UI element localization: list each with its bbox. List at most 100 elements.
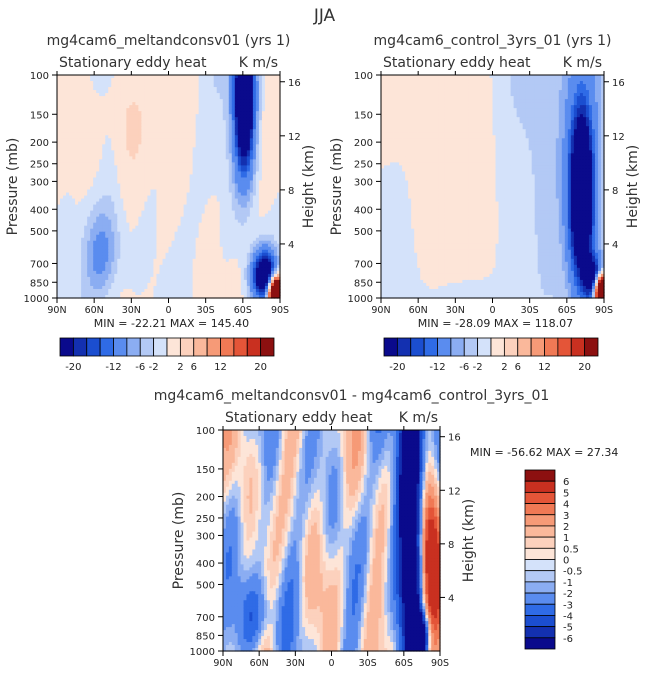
contour-cell bbox=[138, 99, 142, 103]
contour-cell bbox=[189, 87, 194, 91]
contour-cell bbox=[147, 87, 152, 91]
contour-cell bbox=[78, 99, 82, 103]
contour-cell bbox=[72, 90, 76, 94]
contour-cell bbox=[72, 75, 76, 79]
contour-cell bbox=[207, 81, 212, 85]
contour-cell bbox=[273, 78, 278, 82]
contour-cell bbox=[72, 96, 76, 100]
contour-cell bbox=[192, 75, 197, 79]
contour-cell bbox=[60, 81, 64, 85]
contour-cell bbox=[159, 93, 164, 97]
contour-cell bbox=[162, 84, 167, 88]
contour-cell bbox=[180, 90, 185, 94]
contour-cell bbox=[261, 90, 266, 94]
contour-cell bbox=[225, 102, 230, 106]
contour-cell bbox=[129, 81, 133, 85]
contour-cell bbox=[213, 84, 218, 88]
contour-cell bbox=[108, 81, 112, 85]
contour-cell bbox=[168, 96, 173, 100]
contour-cell bbox=[252, 75, 257, 79]
contour-cell bbox=[225, 81, 230, 85]
contour-cell bbox=[81, 75, 85, 79]
contour-cell bbox=[144, 108, 148, 112]
contour-cell bbox=[75, 75, 79, 79]
contour-cell bbox=[135, 93, 139, 97]
contour-cell bbox=[189, 96, 194, 100]
contour-cell bbox=[174, 96, 179, 100]
contour-cell bbox=[108, 90, 112, 94]
contour-cell bbox=[216, 96, 221, 100]
contour-cell bbox=[156, 81, 161, 85]
contour-cell bbox=[99, 108, 103, 112]
contour-cell bbox=[168, 81, 173, 85]
contour-cell bbox=[213, 87, 218, 91]
contour-cell bbox=[231, 75, 236, 79]
contour-cell bbox=[243, 93, 248, 97]
contour-cell bbox=[84, 108, 88, 112]
contour-cell bbox=[246, 96, 251, 100]
contour-cell bbox=[174, 81, 179, 85]
contour-cell bbox=[123, 75, 127, 79]
contour-cell bbox=[171, 99, 176, 103]
contour-cell bbox=[180, 99, 185, 103]
contour-cell bbox=[189, 102, 194, 106]
contour-cell bbox=[177, 75, 182, 79]
contour-cell bbox=[204, 105, 209, 109]
contour-cell bbox=[111, 84, 115, 88]
contour-cell bbox=[255, 105, 260, 109]
contour-cell bbox=[174, 84, 179, 88]
contour-cell bbox=[219, 102, 224, 106]
contour-cell bbox=[180, 78, 185, 82]
contour-cell bbox=[264, 105, 269, 109]
contour-cell bbox=[57, 105, 61, 109]
contour-cell bbox=[171, 84, 176, 88]
contour-cell bbox=[159, 87, 164, 91]
contour-cell bbox=[198, 93, 203, 97]
contour-cell bbox=[258, 84, 263, 88]
contour-cell bbox=[183, 96, 188, 100]
contour-cell bbox=[66, 108, 70, 112]
contour-cell bbox=[78, 93, 82, 97]
contour-cell bbox=[171, 96, 176, 100]
contour-cell bbox=[159, 81, 164, 85]
contour-cell bbox=[72, 87, 76, 91]
contour-cell bbox=[138, 102, 142, 106]
contour-cell bbox=[204, 84, 209, 88]
contour-cell bbox=[207, 87, 212, 91]
contour-cell bbox=[75, 87, 79, 91]
contour-cell bbox=[273, 96, 278, 100]
contour-cell bbox=[162, 96, 167, 100]
contour-cell bbox=[240, 78, 245, 82]
contour-cell bbox=[252, 87, 257, 91]
contour-cell bbox=[252, 90, 257, 94]
contour-cell bbox=[147, 108, 152, 112]
contour-cell bbox=[147, 102, 152, 106]
contour-cell bbox=[180, 75, 185, 79]
contour-cell bbox=[171, 78, 176, 82]
contour-cell bbox=[102, 75, 106, 79]
contour-cell bbox=[270, 102, 275, 106]
contour-cell bbox=[216, 81, 221, 85]
contour-cell bbox=[195, 93, 200, 97]
contour-cell bbox=[84, 81, 88, 85]
contour-cell bbox=[120, 87, 124, 91]
contour-cell bbox=[66, 99, 70, 103]
contour-cell bbox=[123, 87, 127, 91]
contour-cell bbox=[264, 90, 269, 94]
contour-cell bbox=[231, 105, 236, 109]
contour-cell bbox=[138, 87, 142, 91]
contour-cell bbox=[132, 99, 136, 103]
contour-cell bbox=[270, 78, 275, 82]
contour-cell bbox=[81, 105, 85, 109]
contour-cell bbox=[99, 84, 103, 88]
contour-cell bbox=[273, 84, 278, 88]
contour-cell bbox=[114, 75, 118, 79]
contour-cell bbox=[75, 93, 79, 97]
contour-cell bbox=[114, 102, 118, 106]
contour-cell bbox=[120, 96, 124, 100]
contour-cell bbox=[123, 99, 127, 103]
contour-cell bbox=[60, 93, 64, 97]
contour-cell bbox=[255, 96, 260, 100]
contour-cell bbox=[261, 78, 266, 82]
contour-cell bbox=[90, 81, 94, 85]
